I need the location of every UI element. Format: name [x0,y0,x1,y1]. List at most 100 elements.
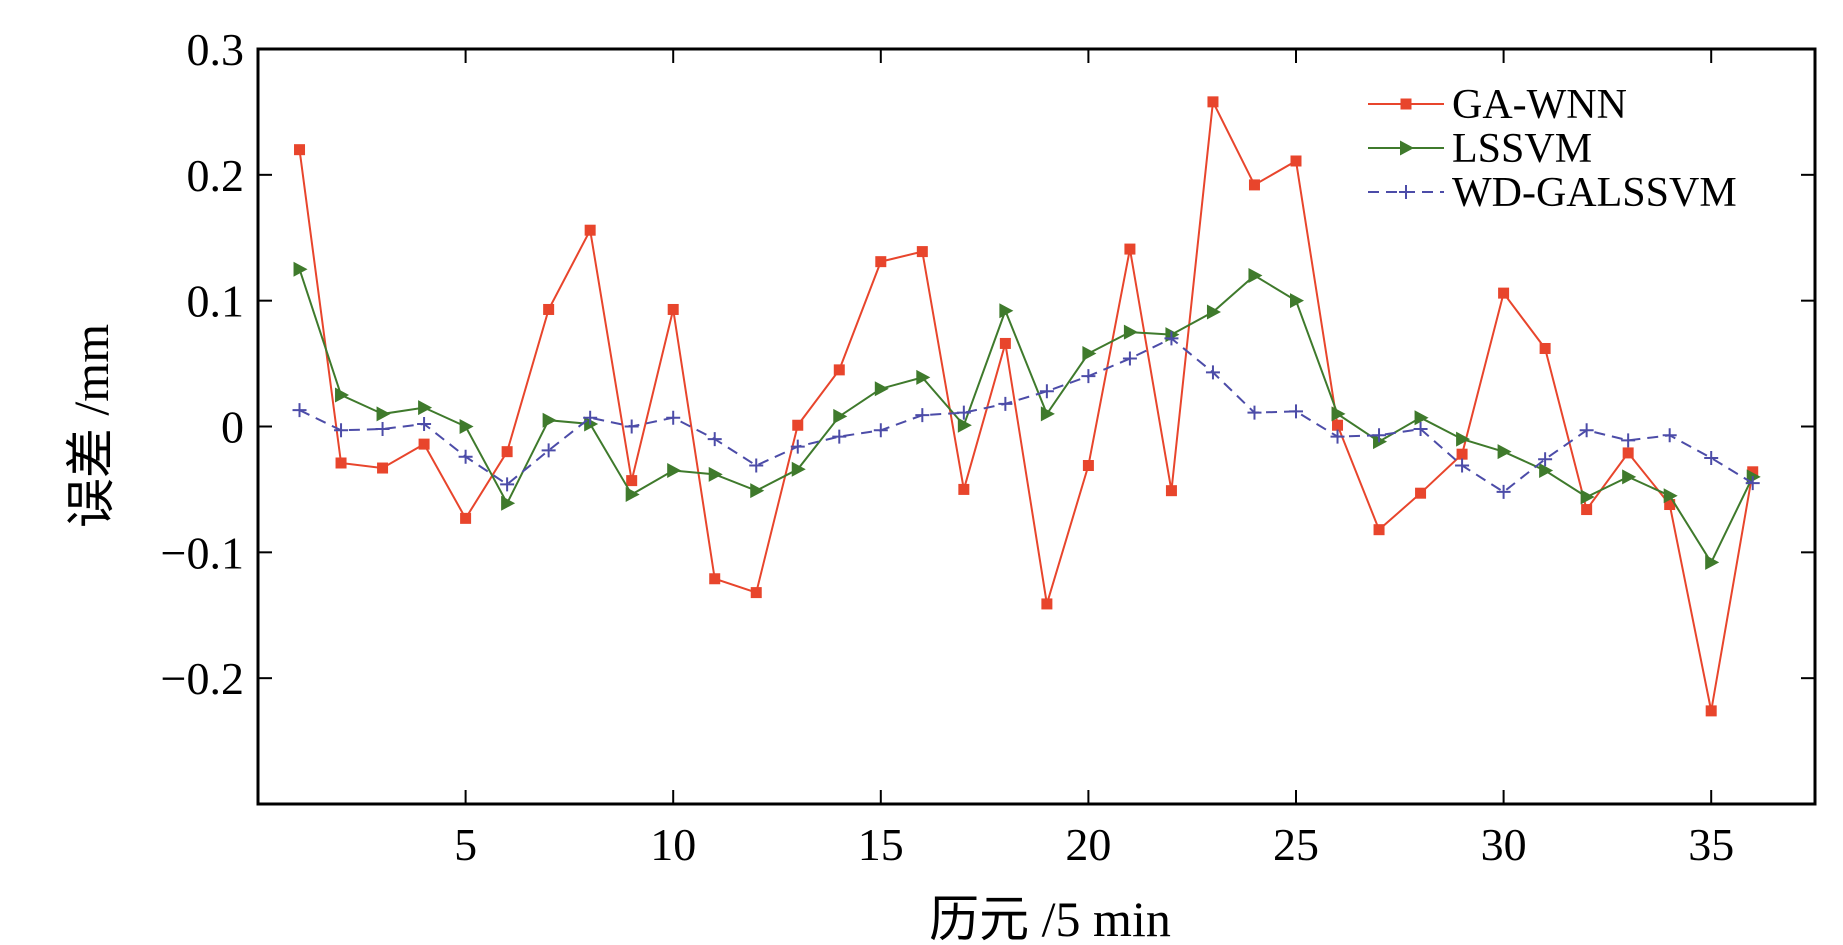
data-point-lssvm [376,406,391,422]
data-point-wd-galssvm [1289,404,1303,419]
data-point-lssvm [293,261,308,277]
data-point-wd-galssvm [1704,450,1719,465]
data-point-wd-galssvm [1247,405,1262,420]
legend-item-lssvm: LSSVM [1368,126,1592,172]
data-point-ga-wnn [377,462,389,474]
data-point-wd-galssvm [624,419,639,434]
data-point-ga-wnn [1456,448,1468,460]
y-axis-label: 误差 /mm [63,324,119,528]
data-point-wd-galssvm [1413,422,1428,437]
data-point-wd-galssvm [1621,433,1636,448]
data-point-lssvm [1456,431,1471,447]
data-point-wd-galssvm [832,429,847,444]
series-line-lssvm [298,268,1754,565]
data-point-wd-galssvm [1579,423,1594,438]
data-point-ga-wnn [792,419,804,431]
data-point-ga-wnn [1415,487,1427,499]
data-point-ga-wnn [750,587,762,599]
data-point-wd-galssvm [1455,458,1470,473]
data-point-ga-wnn [875,256,887,268]
data-point-wd-galssvm [1330,429,1345,444]
axis-ticks: 5 10 15 20 25 30 35 0.3 0.2 0.1 0 −0.1 −0.2 [161,24,1815,870]
data-point-lssvm [1331,406,1346,422]
data-point-wd-galssvm [1164,331,1179,346]
y-tick-label: 0.2 [187,150,245,201]
data-point-ga-wnn [958,483,970,495]
x-tick-label: 10 [650,819,696,870]
x-axis-label: 历元 /5 min [929,891,1171,945]
data-point-ga-wnn [1705,705,1717,717]
data-point-ga-wnn [1622,447,1634,459]
plot-frame [256,47,1817,806]
series-lssvm [293,261,1761,570]
legend-swatch-marker [1399,185,1413,199]
data-point-wd-galssvm [915,408,930,423]
data-point-ga-wnn [626,475,638,487]
x-tick-label: 15 [858,819,904,870]
data-point-lssvm [1663,488,1678,504]
data-point-wd-galssvm [790,439,805,454]
data-point-ga-wnn [1332,419,1344,431]
y-tick-label: 0 [221,402,244,453]
chart-marks [292,96,1761,717]
data-point-wd-galssvm [500,477,515,492]
data-point-lssvm [1290,293,1304,309]
series-wd-galssvm [292,331,1760,499]
data-point-ga-wnn [1082,460,1094,472]
data-point-ga-wnn [667,303,679,315]
data-point-lssvm [1123,324,1138,340]
data-point-ga-wnn [916,246,928,258]
data-point-lssvm [418,400,433,416]
data-point-ga-wnn [1747,466,1759,478]
x-tick-label: 25 [1273,819,1319,870]
data-point-wd-galssvm [998,396,1013,411]
data-point-ga-wnn [460,512,472,524]
data-point-lssvm [542,412,557,428]
data-point-lssvm [999,303,1014,319]
data-point-wd-galssvm [1122,351,1137,366]
data-point-wd-galssvm [583,410,598,425]
data-point-lssvm [833,408,848,424]
data-point-lssvm [708,466,723,482]
data-point-wd-galssvm [749,458,764,473]
data-point-lssvm [625,486,640,502]
data-point-wd-galssvm [956,405,971,420]
data-point-ga-wnn [1207,96,1219,108]
data-point-wd-galssvm [334,423,349,438]
legend-item-ga-wnn: GA-WNN [1368,82,1627,128]
data-point-ga-wnn [709,573,721,585]
data-point-ga-wnn [1248,179,1260,191]
series-ga-wnn [294,96,1759,717]
data-point-wd-galssvm [707,432,722,447]
legend-label: LSSVM [1452,126,1592,172]
data-point-lssvm [1414,410,1429,426]
y-tick-label: −0.2 [161,653,244,704]
data-point-ga-wnn [584,224,596,236]
data-point-lssvm [916,369,931,385]
series-line-wd-galssvm [299,337,1754,494]
data-point-wd-galssvm [1205,365,1220,380]
legend-label: WD-GALSSVM [1452,170,1737,216]
data-point-lssvm [1580,489,1595,505]
data-point-lssvm [1040,406,1055,422]
data-point-ga-wnn [1290,155,1302,167]
data-point-ga-wnn [294,144,306,156]
data-point-lssvm [791,461,806,477]
y-tick-label: −0.1 [161,527,244,578]
x-tick-label: 35 [1688,819,1734,870]
data-point-lssvm [1206,304,1221,320]
data-point-wd-galssvm [458,449,473,464]
y-tick-label: 0.1 [187,276,245,327]
data-point-wd-galssvm [666,410,681,425]
data-point-lssvm [1705,554,1720,570]
x-tick-label: 30 [1481,819,1527,870]
data-point-lssvm [1248,268,1263,283]
data-point-ga-wnn [1373,524,1385,536]
x-tick-label: 5 [454,819,477,870]
data-point-wd-galssvm [375,422,390,437]
data-point-ga-wnn [1124,243,1136,255]
data-point-wd-galssvm [1372,428,1387,443]
